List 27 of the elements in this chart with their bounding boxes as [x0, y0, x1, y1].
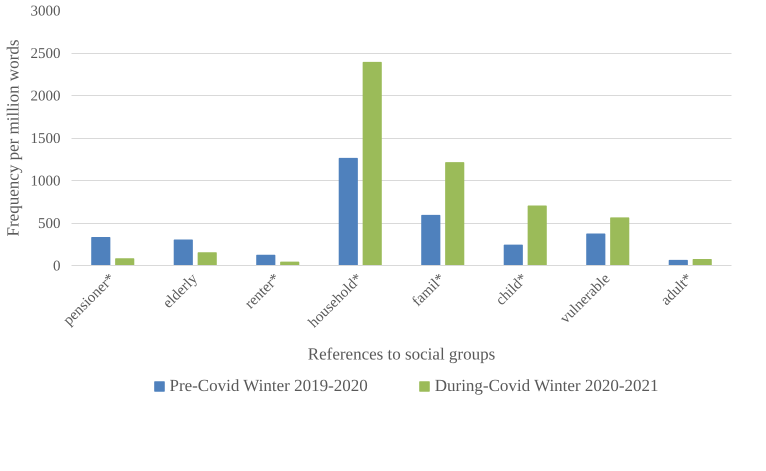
legend-label: Pre-Covid Winter 2019-2020	[169, 376, 368, 396]
y-tick-label: 2500	[30, 46, 60, 62]
y-axis-title: Frequency per million words	[4, 40, 22, 236]
x-axis-title: References to social groups	[308, 344, 496, 364]
y-tick-label: 1500	[30, 131, 60, 147]
bar	[91, 236, 110, 266]
bar	[256, 254, 276, 266]
y-tick-label: 500	[38, 216, 60, 232]
bar	[280, 262, 300, 266]
bar	[668, 260, 688, 266]
bar	[198, 252, 217, 266]
y-tick-label: 3000	[30, 4, 60, 20]
bar	[174, 240, 193, 266]
bar	[504, 244, 523, 266]
bar	[586, 234, 606, 266]
bar	[362, 62, 382, 266]
bar	[610, 217, 630, 266]
bar	[445, 162, 464, 266]
y-tick-label: 2000	[30, 88, 60, 104]
bar	[115, 258, 134, 266]
legend-label: During-Covid Winter 2020-2021	[434, 376, 659, 396]
y-tick-label: 1000	[30, 174, 60, 190]
y-tick-label: 0	[53, 258, 60, 274]
bar	[421, 214, 440, 266]
bar	[338, 158, 358, 266]
bar	[692, 259, 712, 266]
bar	[528, 206, 547, 266]
